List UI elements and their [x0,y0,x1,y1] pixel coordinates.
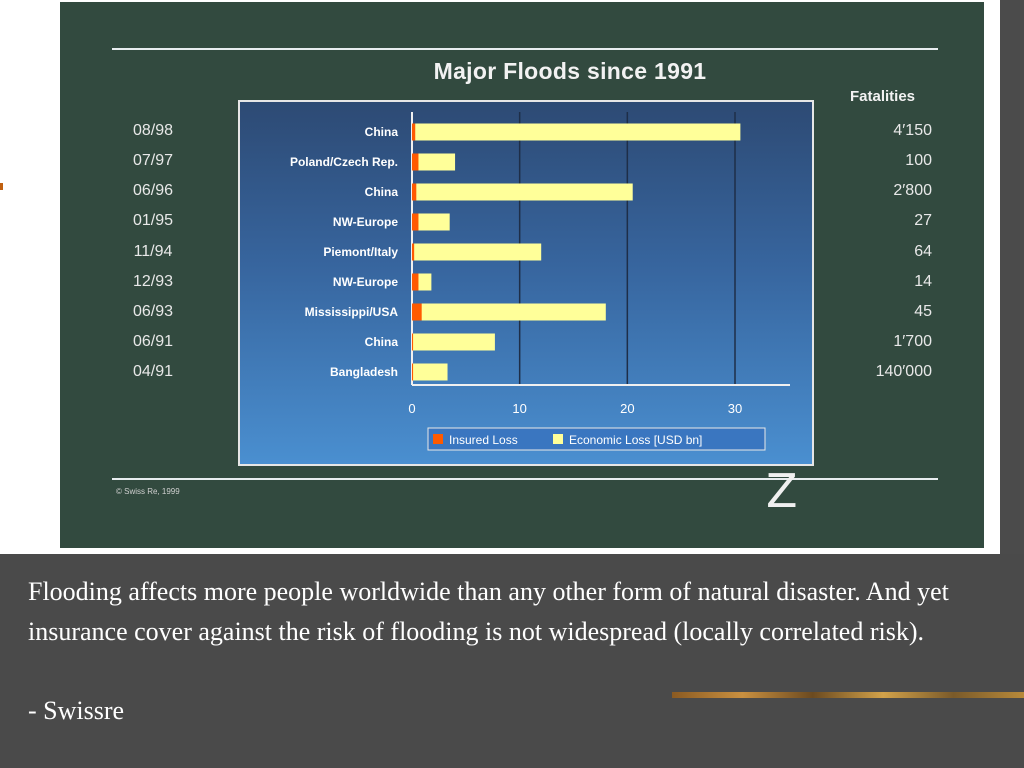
date-label: 11/94 [133,243,173,260]
edge-marker [0,183,3,190]
fatalities-label: 64 [914,243,932,260]
fatalities-label: 4′150 [893,122,932,139]
x-tick-label: 20 [620,401,634,416]
flood-bar-chart: 0 10 20 30 China Poland/Czech Rep. China NW-Eur… [290,112,790,451]
legend-label-insured: Insured Loss [449,433,518,447]
legend-swatch-insured [433,434,443,444]
category-label: China [365,185,399,199]
chart-title: Major Floods since 1991 [433,58,707,84]
insured-loss-bar [412,183,417,201]
x-tick-label: 0 [408,401,415,416]
date-label: 06/96 [132,182,174,199]
economic-loss-bar [412,303,606,321]
fatalities-label: 100 [905,152,932,169]
economic-loss-bar [412,243,542,261]
date-label: 04/91 [132,363,174,380]
economic-loss-bar [412,183,633,201]
insured-loss-bar [412,363,414,381]
legend-swatch-economic [553,434,563,444]
plot-area [238,100,814,466]
date-label: 08/98 [132,122,174,139]
date-label: 01/95 [132,212,174,229]
category-label: Piemont/Italy [323,245,398,259]
right-border-strip [1000,0,1024,554]
bottom-divider [112,478,938,480]
x-tick-label: 10 [512,401,526,416]
insured-loss-bar [412,213,419,231]
fatalities-label: 27 [914,212,932,229]
date-label: 06/91 [132,333,174,350]
category-label: Mississippi/USA [305,305,399,319]
economic-loss-bar [412,333,495,351]
zurich-z-logo: Z [766,464,798,518]
date-label: 07/97 [132,152,174,169]
fatalities-label: 2′800 [893,182,932,199]
insured-loss-bar [412,303,422,321]
insured-loss-bar [412,123,416,141]
fatalities-label: 140′000 [875,363,932,380]
fatalities-label: 14 [914,273,932,290]
category-label: NW-Europe [333,275,398,289]
category-label: NW-Europe [333,215,398,229]
fatalities-header: Fatalities [850,88,916,105]
copyright-credit: © Swiss Re, 1999 [116,487,180,496]
x-tick-label: 30 [728,401,742,416]
caption-source: - Swissre [28,696,125,725]
insured-loss-bar [412,153,419,171]
caption-text: Flooding affects more people worldwide t… [28,577,949,646]
date-label: 12/93 [132,273,174,290]
caption-area [0,554,1024,768]
economic-loss-bar [412,153,456,171]
category-label: China [365,335,399,349]
legend-label-economic: Economic Loss [USD bn] [569,433,702,447]
category-label: Bangladesh [330,365,398,379]
fatalities-label: 45 [914,303,932,320]
date-label: 06/93 [132,303,174,320]
economic-loss-bar [412,213,450,231]
insured-loss-bar [412,243,415,261]
economic-loss-bar [412,123,741,141]
legend-box [427,427,766,451]
category-label: Poland/Czech Rep. [290,155,398,169]
economic-loss-bar [412,363,448,381]
top-divider [112,48,938,50]
insured-loss-bar [412,333,414,351]
fatalities-label: 1′700 [893,333,932,350]
insured-loss-bar [412,273,419,291]
category-label: China [365,125,399,139]
decorative-strip [672,692,1024,698]
